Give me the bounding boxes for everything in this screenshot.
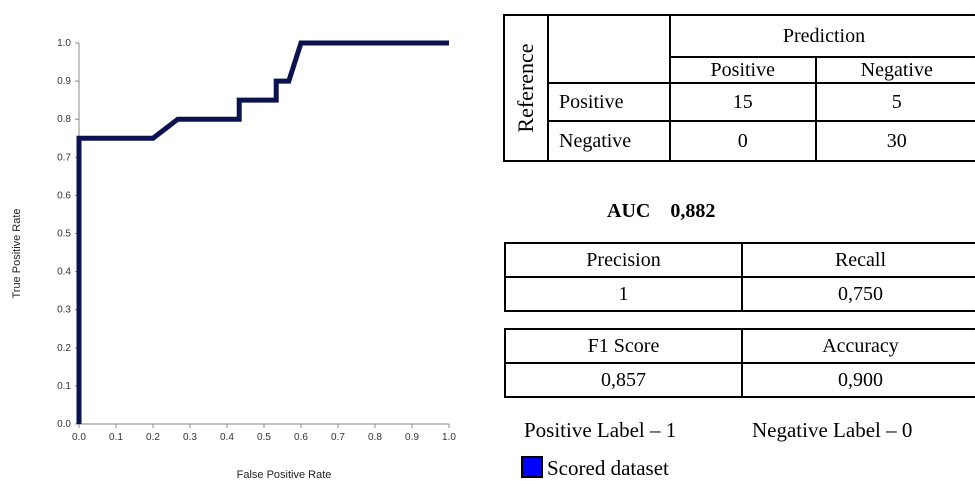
confusion-matrix: Reference Prediction Positive Negative P… [503, 14, 975, 162]
y-tick-label: 0.6 [57, 190, 71, 201]
y-tick-label: 0.7 [57, 152, 71, 163]
y-tick-label: 0.1 [57, 381, 71, 392]
legend-swatch [521, 456, 543, 478]
fp-cell: 0 [669, 120, 817, 162]
legend: Scored dataset [521, 456, 669, 481]
precision-recall-table: Precision Recall 1 0,750 [504, 242, 975, 312]
x-tick-label: 0.5 [257, 432, 271, 443]
x-tick-label: 0.7 [331, 432, 345, 443]
prediction-header: Prediction [669, 14, 975, 58]
x-tick-label: 1.0 [442, 432, 456, 443]
y-tick-label: 0.0 [57, 419, 71, 430]
auc-value: 0,882 [670, 200, 716, 222]
ref-positive-label: Positive [547, 82, 671, 122]
f1-value: 0,857 [504, 362, 743, 398]
y-tick-label: 1.0 [57, 38, 71, 49]
x-tick-label: 0.6 [294, 432, 308, 443]
roc-chart: 0.0 0.1 0.2 0.3 0.4 0.5 0.6 0.7 0.8 0.9 1.0 0.0 0.1 0… [11, 38, 456, 479]
legend-label: Scored dataset [547, 456, 669, 480]
y-axis-title: True Positive Rate [11, 208, 23, 298]
roc-curve-line [76, 40, 449, 424]
x-tick-label: 0.1 [109, 432, 123, 443]
positive-label-note: Positive Label – 1 [524, 418, 677, 442]
y-tick-label: 0.9 [57, 76, 71, 87]
y-tick-label: 0.5 [57, 229, 71, 240]
x-tick-label: 0.9 [405, 432, 419, 443]
pred-negative-header: Negative [814, 56, 975, 84]
f1-accuracy-table: F1 Score Accuracy 0,857 0,900 [504, 328, 975, 398]
accuracy-value: 0,900 [741, 362, 975, 398]
fn-cell: 5 [814, 82, 975, 122]
auc-label: AUC [607, 200, 651, 222]
y-tick-label: 0.4 [57, 267, 71, 278]
precision-value: 1 [504, 276, 743, 312]
pred-positive-header: Positive [669, 56, 817, 84]
x-tick-label: 0.2 [146, 432, 160, 443]
y-tick-label: 0.3 [57, 305, 71, 316]
x-tick-label: 0.4 [220, 432, 234, 443]
tn-cell: 30 [814, 120, 975, 162]
negative-label-note: Negative Label – 0 [752, 418, 913, 442]
tp-cell: 15 [669, 82, 817, 122]
recall-label: Recall [741, 242, 975, 278]
x-tick-label: 0.0 [72, 432, 86, 443]
auc-display: AUC 0,882 [607, 200, 715, 223]
f1-label: F1 Score [504, 328, 743, 364]
x-tick-label: 0.8 [368, 432, 382, 443]
recall-value: 0,750 [741, 276, 975, 312]
x-axis-title: False Positive Rate [237, 469, 332, 479]
reference-header: Reference [503, 14, 549, 162]
blank-cell [547, 14, 671, 84]
y-tick-label: 0.8 [57, 114, 71, 125]
accuracy-label: Accuracy [741, 328, 975, 364]
y-tick-label: 0.2 [57, 343, 71, 354]
precision-label: Precision [504, 242, 743, 278]
ref-negative-label: Negative [547, 120, 671, 162]
x-tick-label: 0.3 [183, 432, 197, 443]
